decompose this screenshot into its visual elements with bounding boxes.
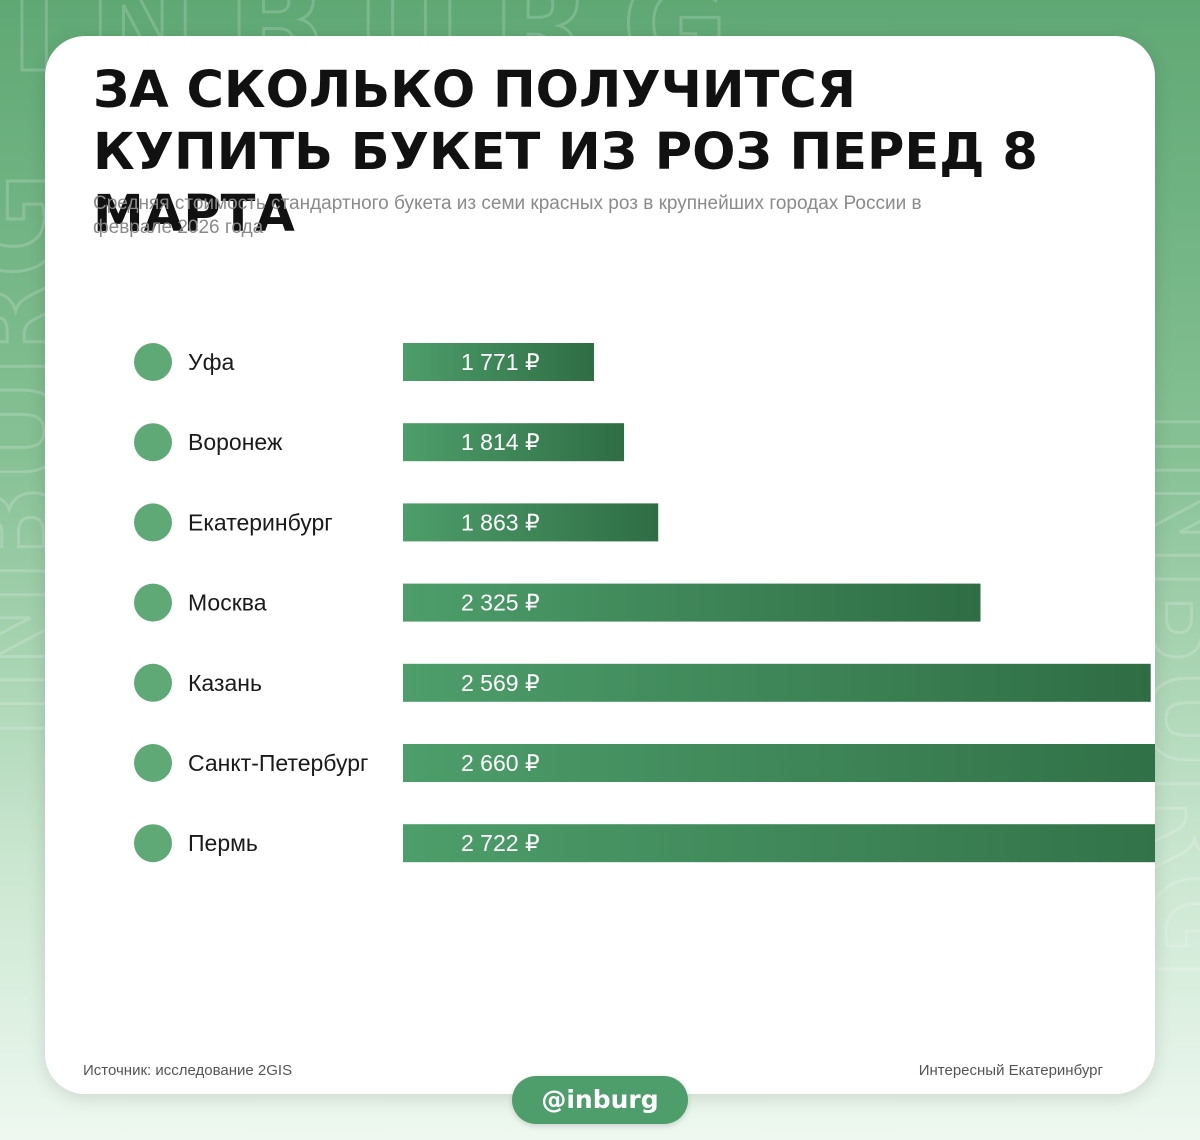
city-dot <box>134 503 172 542</box>
city-label: Екатеринбург <box>188 509 333 535</box>
page-title: ЗА СКОЛЬКО ПОЛУЧИТСЯ КУПИТЬ БУКЕТ ИЗ РОЗ… <box>93 61 1038 244</box>
price-bar <box>403 824 1155 863</box>
brand-name: Интересный Екатеринбург <box>918 1062 1103 1079</box>
city-dot <box>134 583 172 622</box>
handle-badge[interactable]: @inburg <box>512 1076 688 1124</box>
city-label: Пермь <box>188 830 258 856</box>
city-label: Москва <box>188 590 267 616</box>
price-value-label: 2 722 ₽ <box>461 830 540 856</box>
city-dot <box>134 824 172 863</box>
bar-chart: Уфа 1 771 ₽ Воронеж 1 814 ₽ Екатеринбург 1 86… <box>134 343 1155 863</box>
price-bar <box>403 663 1151 702</box>
city-label: Санкт-Петербург <box>188 750 368 776</box>
price-bar <box>403 583 981 622</box>
price-value-label: 2 569 ₽ <box>461 670 540 696</box>
city-dot <box>134 343 172 381</box>
price-bar <box>403 503 659 542</box>
price-value-label: 1 771 ₽ <box>461 349 540 375</box>
price-bar <box>403 744 1155 782</box>
price-bar <box>403 423 625 462</box>
price-value-label: 2 325 ₽ <box>461 590 540 616</box>
price-bar <box>403 343 595 381</box>
city-label: Казань <box>188 670 262 696</box>
city-label: Воронеж <box>188 429 283 455</box>
city-dot <box>134 423 172 462</box>
page-subtitle: Средняя стоимость стандартного букета из… <box>93 193 922 238</box>
city-label: Уфа <box>188 349 235 375</box>
city-dot <box>134 744 172 782</box>
source-note: Источник: исследование 2GIS <box>83 1062 293 1079</box>
price-value-label: 1 814 ₽ <box>461 429 540 455</box>
city-dot <box>134 663 172 702</box>
price-value-label: 2 660 ₽ <box>461 750 540 776</box>
price-value-label: 1 863 ₽ <box>461 509 540 535</box>
infographic-card: ЗА СКОЛЬКО ПОЛУЧИТСЯ КУПИТЬ БУКЕТ ИЗ РОЗ… <box>45 36 1155 1094</box>
